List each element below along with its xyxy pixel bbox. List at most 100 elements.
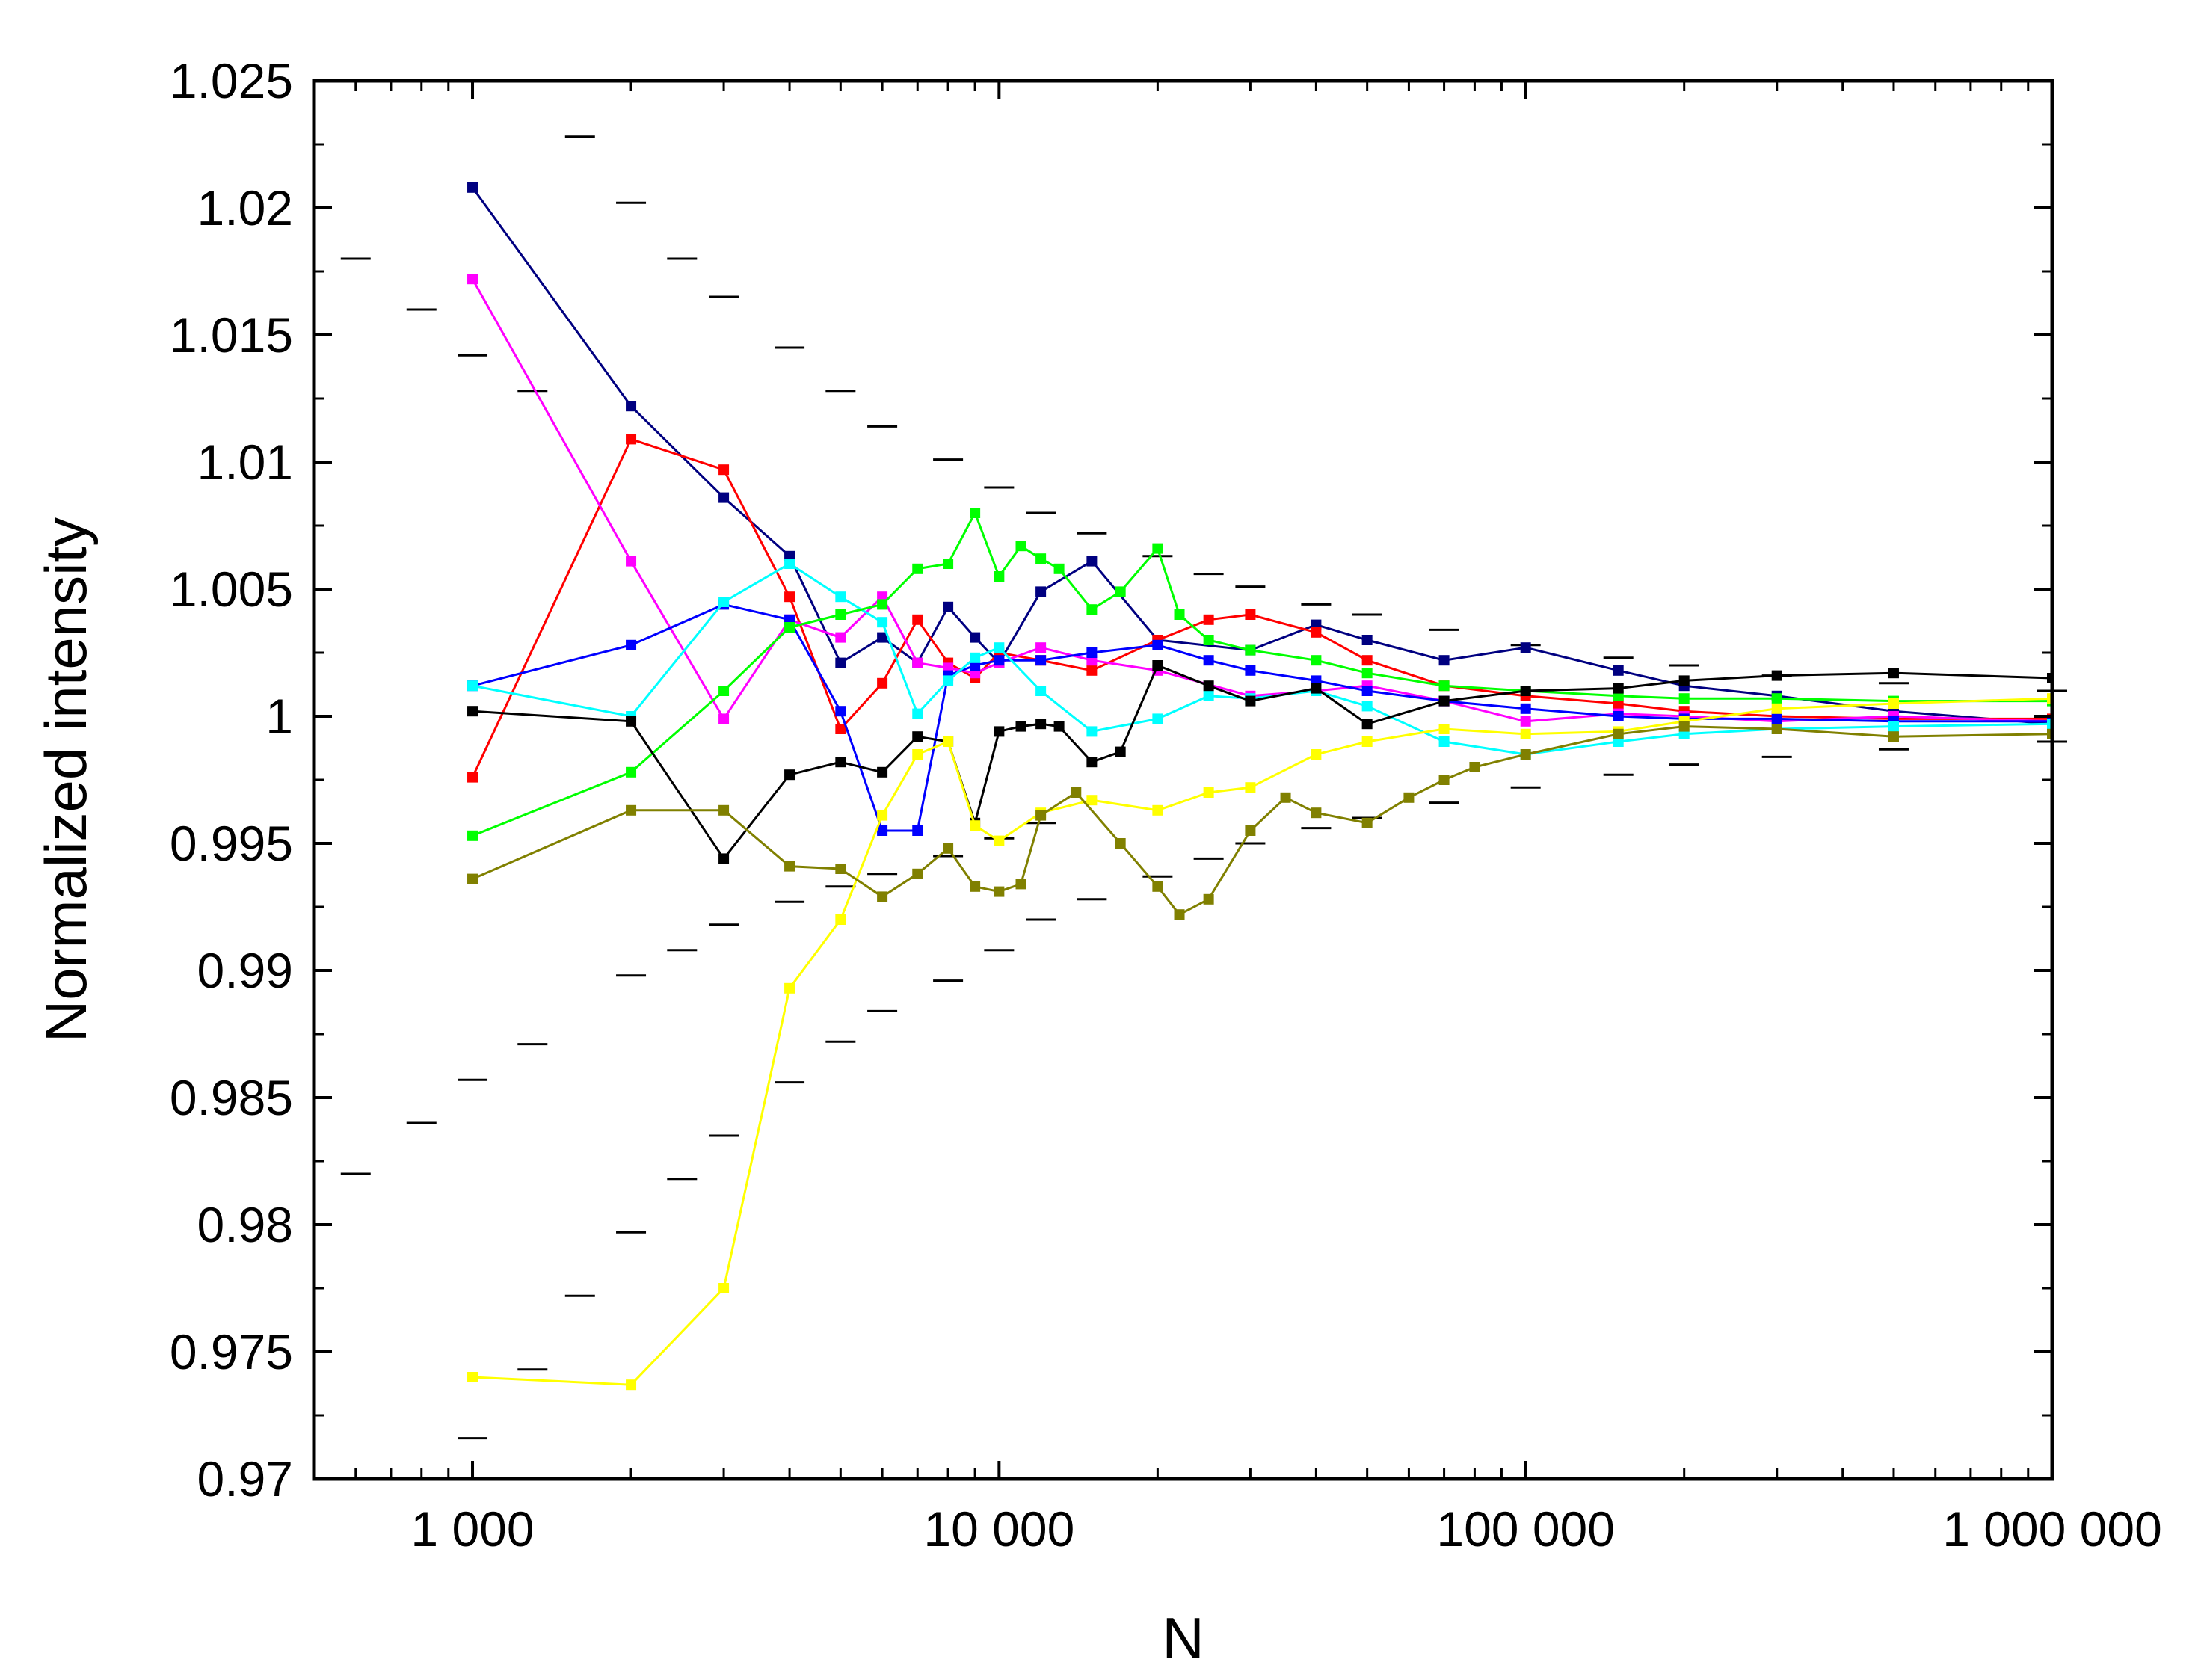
data-point-cyan [943,675,954,686]
data-point-black [1053,721,1065,732]
series-red [467,434,2052,783]
data-point-green [970,508,981,518]
data-point-olive [1311,807,1322,819]
data-point-navy [626,401,637,412]
data-point-red [877,677,888,689]
data-point-yellow [467,1372,478,1382]
plot-frame [312,79,2054,1481]
data-point-olive [994,886,1005,897]
x-tick-label: 1 000 000 [1942,1501,2162,1557]
data-point-yellow [877,810,888,821]
data-point-cyan [1035,686,1047,696]
data-point-green [994,571,1005,582]
data-point-black [1203,680,1214,692]
data-point-cyan [994,642,1005,653]
data-point-olive [626,804,637,816]
data-point-black [835,757,846,768]
data-point-black [626,716,637,727]
data-point-yellow [626,1379,637,1391]
series-line-green [472,510,2052,837]
data-point-yellow [1888,698,1899,709]
data-point-black [877,766,888,778]
data-point-olive [1152,881,1163,892]
data-point-red [1086,665,1098,676]
data-point-olive [1174,909,1185,920]
data-point-black [1438,695,1450,707]
data-point-olive [467,873,478,884]
series-line-cyan [472,562,2052,756]
data-point-green [877,599,888,610]
data-point-navy [877,632,888,643]
data-point-olive [1469,762,1480,772]
data-point-yellow [2047,693,2052,704]
data-point-cyan [1438,736,1450,747]
data-point-green [1115,586,1126,597]
data-point-black [784,769,795,781]
y-tick-label: 1.025 [170,53,293,108]
data-point-navy [1035,586,1047,597]
data-point-blue [1613,711,1624,721]
data-point-olive [912,868,923,879]
data-point-cyan [2047,719,2052,730]
data-point-cyan [912,708,923,719]
data-point-cyan [1888,721,1899,732]
series-green [467,508,2052,841]
data-point-olive [1035,810,1047,821]
series-olive [467,721,2052,920]
data-point-olive [943,843,954,854]
data-point-black [1035,719,1047,730]
data-point-red [1245,609,1256,620]
data-point-black [1888,668,1899,679]
data-point-cyan [718,597,730,607]
y-tick-label: 1.01 [197,434,293,490]
data-point-red [835,724,846,734]
data-point-cyan [1203,690,1214,701]
data-point-yellow [784,982,795,994]
data-point-blue [1035,655,1047,666]
data-point-olive [1245,825,1256,836]
data-point-navy [970,632,981,643]
data-point-blue [1245,665,1256,676]
y-tick-label: 1.02 [197,180,293,236]
data-point-magenta [1035,642,1047,653]
data-point-navy [1086,556,1098,567]
data-point-olive [2047,728,2052,739]
data-point-blue [1086,647,1098,658]
data-point-green [835,609,846,620]
data-point-navy [943,601,954,612]
series-black [467,660,2052,864]
data-point-green [1035,553,1047,564]
y-tick-label: 0.97 [197,1451,293,1507]
data-point-green [718,686,730,696]
data-point-black [1520,686,1531,696]
data-point-yellow [1361,736,1373,747]
data-point-olive [784,861,795,872]
x-tick-label: 1 000 [410,1501,534,1557]
data-point-green [1174,609,1185,620]
data-point-black [1311,683,1322,694]
data-point-blue [877,825,888,836]
data-point-black [1086,757,1098,768]
data-point-olive [1361,817,1373,828]
data-point-green [1311,655,1322,666]
data-point-green [1678,693,1690,704]
x-tick-label: 100 000 [1436,1501,1615,1557]
x-axis-title: N [1162,1605,1204,1671]
data-point-green [1438,680,1450,692]
data-point-cyan [467,680,478,692]
data-point-olive [718,804,730,816]
data-point-green [467,830,478,841]
data-point-navy [1438,655,1450,666]
axis-ticks: 0.97 0.975 0.98 0.985 0.99 0.995 1 1.005 1.01 1.0… [170,53,2162,1557]
data-point-red [718,464,730,476]
data-point-olive [877,891,888,902]
data-point-blue [835,706,846,717]
data-point-green [784,622,795,633]
data-point-yellow [835,914,846,925]
data-point-navy [1520,642,1531,653]
data-point-black [2047,673,2052,683]
y-tick-label: 0.975 [170,1324,293,1379]
y-tick-label: 1.005 [170,561,293,617]
data-point-yellow [912,749,923,760]
y-tick-label: 0.99 [197,943,293,998]
